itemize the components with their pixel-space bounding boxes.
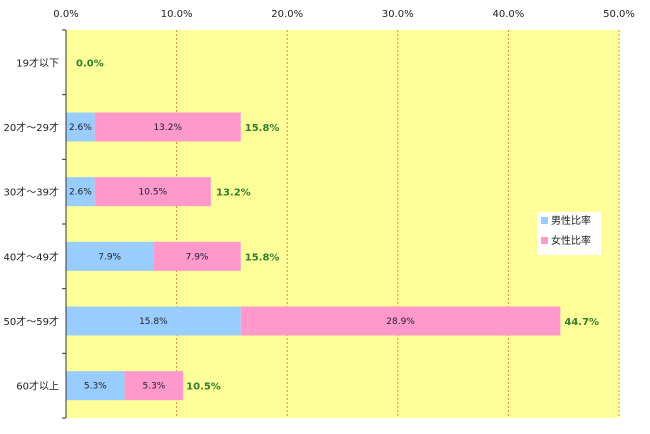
- y-axis: 19才以下 20才～29才 30才～39才 40才～49才 50才～59才 60才以上: [4, 29, 67, 419]
- segment-value-label: 10.5%: [139, 188, 168, 198]
- bar-segment-female: [153, 241, 241, 271]
- category-label: 40才～49才: [4, 250, 59, 263]
- total-value-label: 0.0%: [76, 58, 104, 69]
- segment-value-label: 7.9%: [98, 252, 121, 262]
- x-tick-label: 20.0%: [271, 9, 303, 20]
- bar-segment-male: [66, 112, 95, 142]
- bar-segment-male: [66, 306, 241, 336]
- bar-segment-female: [94, 177, 211, 207]
- category-label: 19才以下: [16, 56, 59, 69]
- bars: 0.0% 2.6% 13.2% 15.8% 2.6% 10.5% 13.2% 7.9% 7.9%…: [66, 58, 599, 401]
- legend-swatch: [541, 237, 548, 244]
- segment-value-label: 7.9%: [186, 252, 209, 262]
- x-tick-label: 30.0%: [382, 9, 414, 20]
- legend-label: 男性比率: [551, 214, 591, 227]
- bar-segment-male: [66, 371, 125, 401]
- category-label: 50才～59才: [4, 315, 59, 328]
- segment-value-label: 13.2%: [153, 123, 182, 133]
- x-tick-label: 50.0%: [603, 9, 635, 20]
- segment-value-label: 28.9%: [386, 317, 415, 327]
- plot-area: [66, 30, 619, 418]
- bar-segment-female: [124, 371, 184, 401]
- segment-value-label: 2.6%: [69, 123, 92, 133]
- x-axis-ticks: 0.0% 10.0% 20.0% 30.0% 40.0% 50.0%: [53, 9, 635, 20]
- x-tick-label: 10.0%: [161, 9, 193, 20]
- x-tick-label: 0.0%: [53, 9, 78, 20]
- total-value-label: 44.7%: [564, 317, 599, 328]
- legend-swatch: [541, 217, 548, 224]
- category-label: 30才～39才: [4, 186, 59, 199]
- bar-segment-female: [240, 306, 561, 336]
- total-value-label: 13.2%: [216, 188, 251, 199]
- segment-value-label: 15.8%: [139, 317, 168, 327]
- total-value-label: 15.8%: [245, 252, 280, 263]
- category-label: 60才以上: [16, 380, 59, 393]
- bar-segment-female: [94, 112, 241, 142]
- total-value-label: 15.8%: [245, 123, 280, 134]
- segment-value-label: 5.3%: [84, 382, 107, 392]
- segment-value-label: 5.3%: [142, 382, 165, 392]
- gridlines: [176, 30, 620, 418]
- bar-segment-male: [66, 177, 95, 207]
- total-value-label: 10.5%: [186, 382, 221, 393]
- bar-segment-male: [66, 241, 154, 271]
- segment-value-label: 2.6%: [69, 188, 92, 198]
- category-label: 20才～29才: [4, 121, 59, 134]
- x-tick-label: 40.0%: [493, 9, 525, 20]
- legend-label: 女性比率: [551, 234, 591, 247]
